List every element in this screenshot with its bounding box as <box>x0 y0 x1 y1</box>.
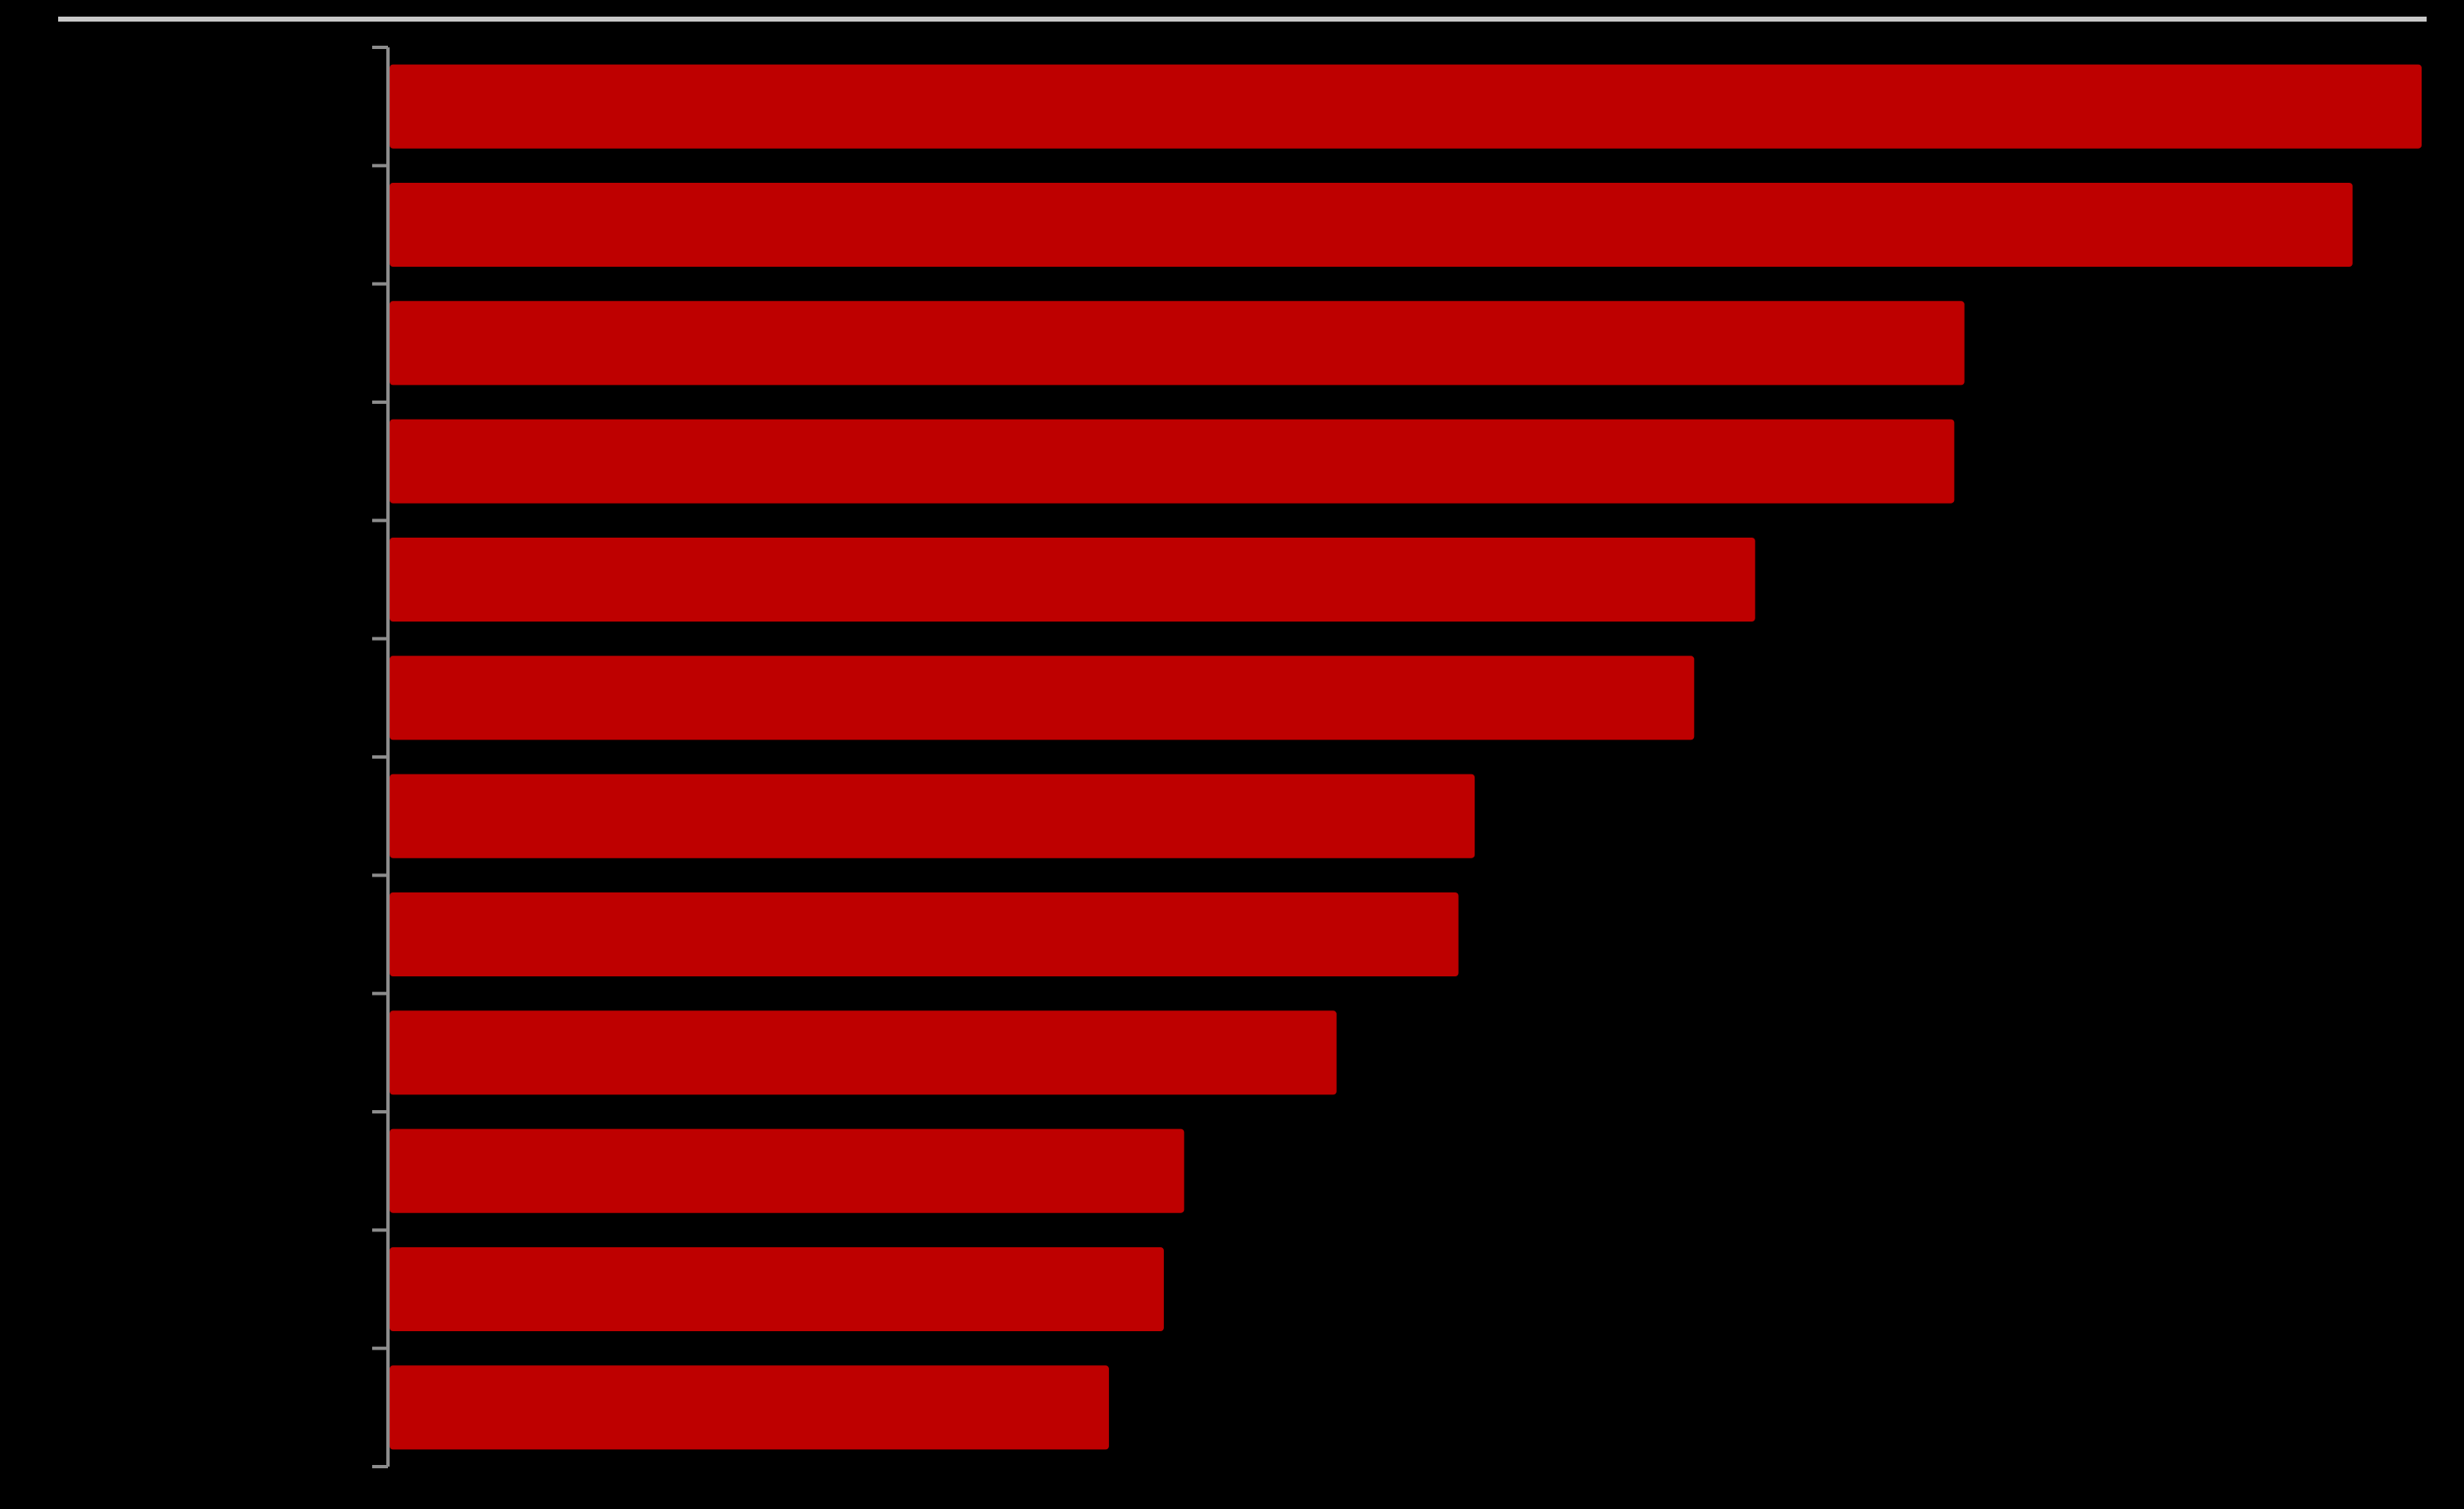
bar <box>390 656 1695 740</box>
plot-area <box>372 46 2422 1468</box>
bar <box>390 892 1459 977</box>
bar <box>390 774 1475 858</box>
bar <box>390 64 2422 149</box>
bar <box>390 1246 1164 1332</box>
bar <box>390 182 2353 268</box>
bar <box>390 301 1965 386</box>
bar <box>390 1365 1109 1450</box>
bar <box>390 419 1955 504</box>
bar <box>390 1010 1337 1095</box>
bar <box>390 537 1755 622</box>
bar <box>390 1128 1185 1213</box>
